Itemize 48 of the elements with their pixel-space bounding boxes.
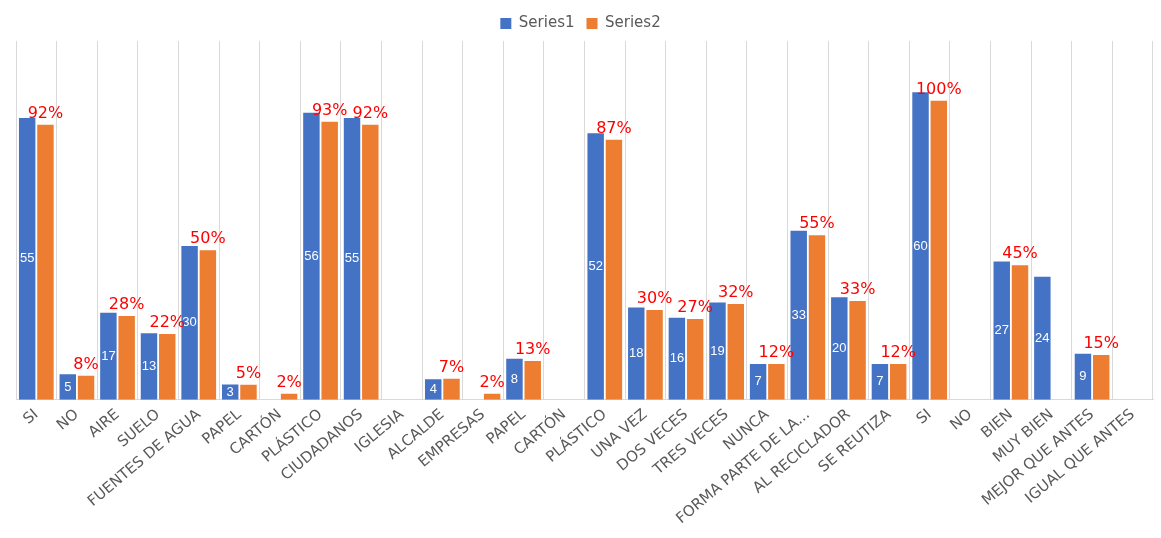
- data-label: 55: [344, 250, 360, 266]
- data-label: 4: [429, 381, 437, 397]
- data-label: 28%: [108, 294, 145, 314]
- data-label: 5%: [235, 362, 262, 382]
- data-label: 24: [1035, 329, 1050, 345]
- data-label: 33: [791, 306, 806, 322]
- data-label: 45%: [1002, 243, 1038, 263]
- x-tick-label: NO: [946, 404, 976, 434]
- data-label: 7: [876, 373, 884, 389]
- x-tick-label: SI: [19, 404, 42, 428]
- data-label: 20: [832, 340, 847, 356]
- data-label: 15%: [1083, 333, 1120, 353]
- data-label: 32%: [717, 282, 754, 302]
- data-label: 7: [754, 373, 762, 389]
- data-label: 30%: [636, 288, 673, 308]
- data-label: 8%: [73, 354, 99, 373]
- data-label: 13: [141, 358, 157, 374]
- data-label: 93%: [311, 99, 348, 119]
- data-label: 7%: [438, 356, 465, 376]
- data-label: 9: [1079, 368, 1087, 384]
- data-label: 55: [19, 250, 35, 266]
- data-label: 16: [669, 350, 685, 366]
- data-label: 52: [588, 258, 603, 274]
- data-label: 2%: [276, 371, 302, 391]
- data-label: 92%: [352, 102, 389, 122]
- data-label: 18: [629, 345, 644, 361]
- data-label: 8: [510, 370, 519, 386]
- data-label: 13%: [514, 339, 551, 359]
- data-label: 17: [101, 347, 116, 363]
- legend-label: Series1: [518, 13, 575, 32]
- data-label: 56: [304, 247, 319, 263]
- data-label: 19: [710, 342, 725, 358]
- data-label: 55%: [799, 213, 835, 233]
- bar: [1034, 276, 1051, 400]
- data-label: 87%: [596, 117, 632, 137]
- data-label: 30: [182, 314, 197, 330]
- data-label: 27: [994, 322, 1009, 338]
- x-tick-label: NO: [52, 404, 82, 434]
- data-label: 50%: [190, 228, 226, 248]
- legend-label: Series2: [605, 13, 661, 32]
- x-tick-label: SI: [912, 404, 935, 428]
- data-label: 5: [64, 378, 72, 394]
- data-label: 2%: [479, 371, 505, 391]
- data-label: 33%: [839, 279, 876, 299]
- data-label: 92%: [27, 102, 64, 122]
- data-label: 100%: [915, 78, 962, 98]
- data-label: 3: [226, 383, 234, 399]
- data-label: 60: [913, 237, 928, 253]
